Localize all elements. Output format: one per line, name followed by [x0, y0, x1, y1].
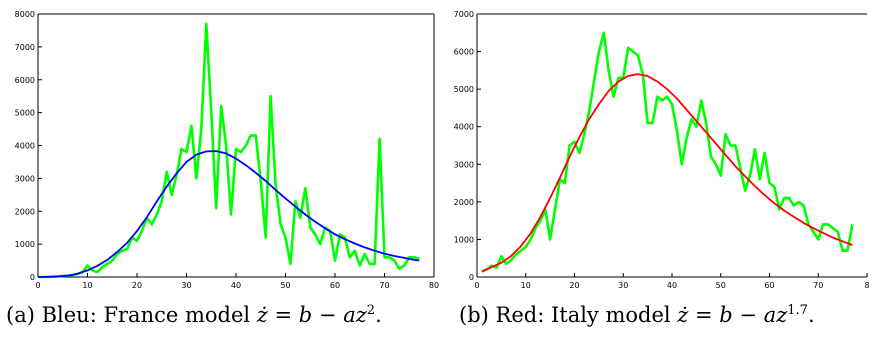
model-series-line [37, 150, 420, 278]
x-tick-label: 8 [864, 281, 869, 290]
caption-text: Red: Italy model [495, 303, 678, 327]
x-tick-label: 30 [181, 281, 191, 290]
caption-formula: ż = b − az [677, 303, 788, 327]
x-tick-label: 0 [35, 281, 40, 290]
caption-end: . [375, 303, 382, 327]
y-tick-label: 3000 [15, 174, 35, 183]
x-tick-label: 20 [132, 281, 142, 290]
y-tick-label: 3000 [454, 160, 474, 169]
chart-france: 0 1000 2000 3000 4000 5000 6000 7000 8000 0 10 20 30… [15, 10, 439, 290]
observed-series-line [481, 31, 854, 273]
caption-b: (b) Red: Italy model ż = b − az1.7. [459, 303, 815, 327]
chart-italy: 0 1000 2000 3000 4000 5000 6000 7000 0 10 20 30 40 50… [454, 10, 869, 290]
y-tick-label: 5000 [454, 85, 474, 94]
y-tick-label: 2000 [15, 207, 35, 216]
y-tick-label: 8000 [15, 10, 35, 19]
y-tick-label: 0 [30, 273, 35, 282]
y-tick-label: 1000 [15, 240, 35, 249]
x-tick-label: 50 [280, 281, 290, 290]
x-tick-label: 70 [379, 281, 389, 290]
y-tick-label: 4000 [454, 123, 474, 132]
y-tick-label: 0 [469, 273, 474, 282]
x-tick-label: 60 [764, 281, 774, 290]
caption-end: . [807, 303, 815, 327]
x-tick-label: 60 [330, 281, 340, 290]
observed-series-line [38, 22, 420, 279]
y-tick-label: 5000 [15, 109, 35, 118]
x-tick-label: 40 [231, 281, 241, 290]
caption-exponent: 2 [366, 303, 376, 318]
y-tick-label: 6000 [454, 48, 474, 57]
x-tick-label: 0 [474, 281, 479, 290]
caption-label: (a) [6, 303, 35, 327]
y-tick-label: 4000 [15, 142, 35, 151]
caption-label: (b) [459, 303, 489, 327]
x-tick-label: 80 [429, 281, 439, 290]
caption-exponent: 1.7 [787, 303, 808, 318]
y-tick-label: 6000 [15, 76, 35, 85]
x-tick-label: 30 [618, 281, 628, 290]
x-tick-label: 50 [716, 281, 726, 290]
caption-text: Bleu: France model [41, 303, 257, 327]
y-tick-label: 1000 [454, 235, 474, 244]
caption-a: (a) Bleu: France model ż = b − az2. [6, 303, 382, 327]
y-tick-label: 7000 [454, 10, 474, 19]
x-tick-label: 10 [82, 281, 92, 290]
y-tick-label: 2000 [454, 198, 474, 207]
x-tick-label: 20 [569, 281, 579, 290]
caption-formula: ż = b − az [256, 303, 367, 327]
y-tick-label: 7000 [15, 43, 35, 52]
model-series-line [481, 73, 853, 273]
x-tick-label: 70 [813, 281, 823, 290]
x-tick-label: 10 [521, 281, 531, 290]
x-tick-label: 40 [667, 281, 677, 290]
